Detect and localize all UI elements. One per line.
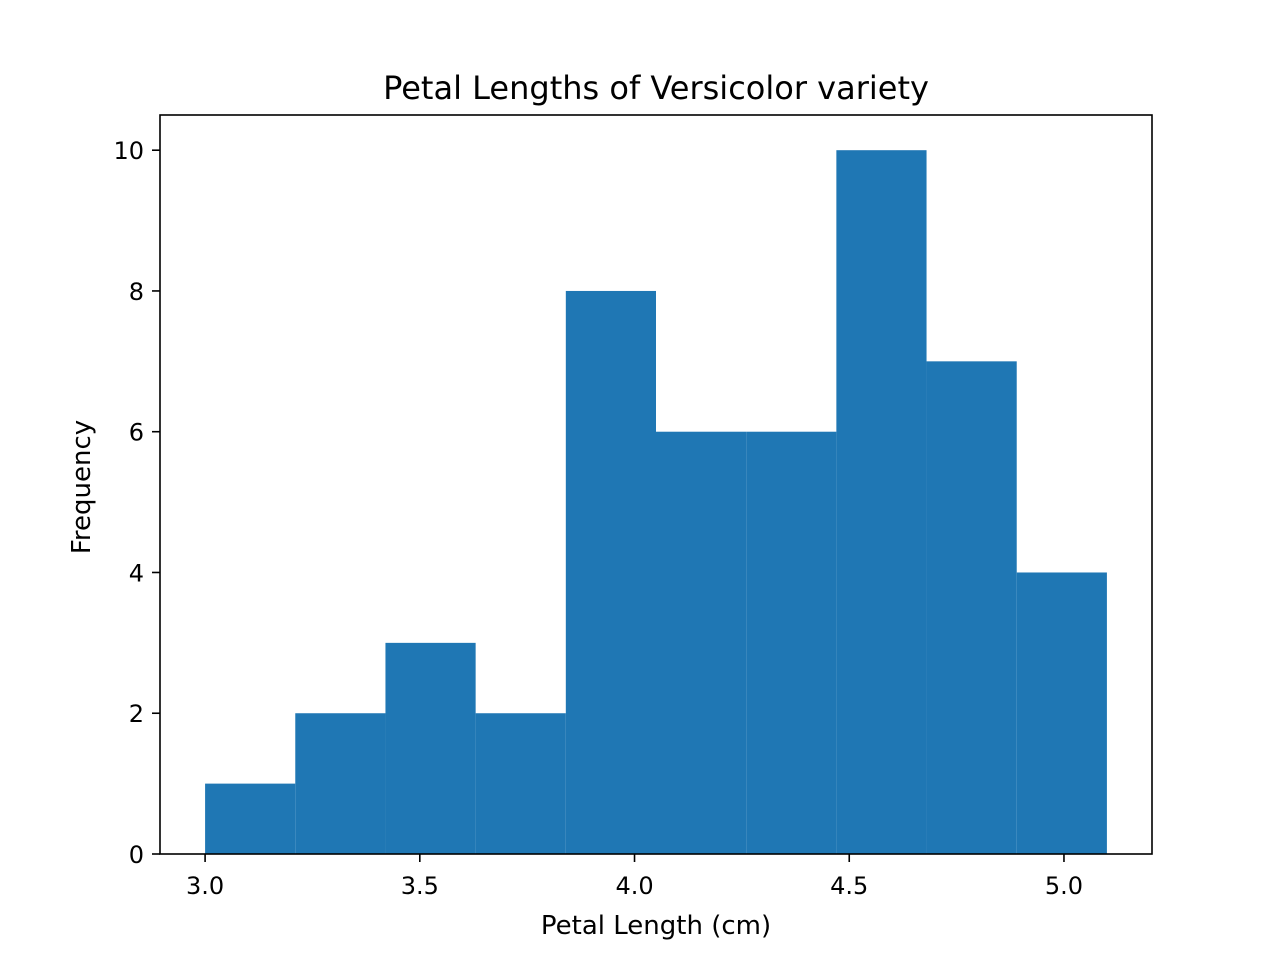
- histogram-bar: [475, 713, 566, 854]
- y-tick-label: 10: [113, 137, 144, 165]
- histogram-bar: [746, 431, 837, 854]
- x-tick-label: 5.0: [1045, 872, 1083, 900]
- chart-title: Petal Lengths of Versicolor variety: [383, 69, 929, 107]
- x-tick-label: 4.5: [830, 872, 868, 900]
- y-tick-label: 0: [129, 841, 144, 869]
- y-axis-label: Frequency: [67, 420, 97, 554]
- x-axis-label: Petal Length (cm): [541, 911, 771, 941]
- histogram-bar: [836, 150, 927, 854]
- x-tick-label: 3.5: [401, 872, 439, 900]
- plot-frame: [159, 114, 1153, 855]
- y-tick-label: 2: [129, 700, 144, 728]
- histogram-bar: [656, 431, 747, 854]
- x-tick-label: 4.0: [615, 872, 653, 900]
- y-tick-label: 8: [129, 278, 144, 306]
- histogram-bar: [205, 783, 296, 854]
- y-tick-label: 6: [129, 419, 144, 447]
- y-tick-label: 4: [129, 559, 144, 587]
- histogram-bar: [295, 713, 386, 854]
- histogram-bar: [565, 290, 656, 854]
- y-axis-ticks: 0 2 4 6 8 10: [113, 137, 160, 869]
- histogram-bar: [1016, 572, 1107, 854]
- histogram-bar: [926, 361, 1017, 854]
- x-tick-label: 3.0: [186, 872, 224, 900]
- histogram-bar: [385, 642, 476, 854]
- x-axis-ticks: 3.0 3.5 4.0 4.5 5.0: [186, 854, 1083, 900]
- bars-group: [205, 150, 1107, 854]
